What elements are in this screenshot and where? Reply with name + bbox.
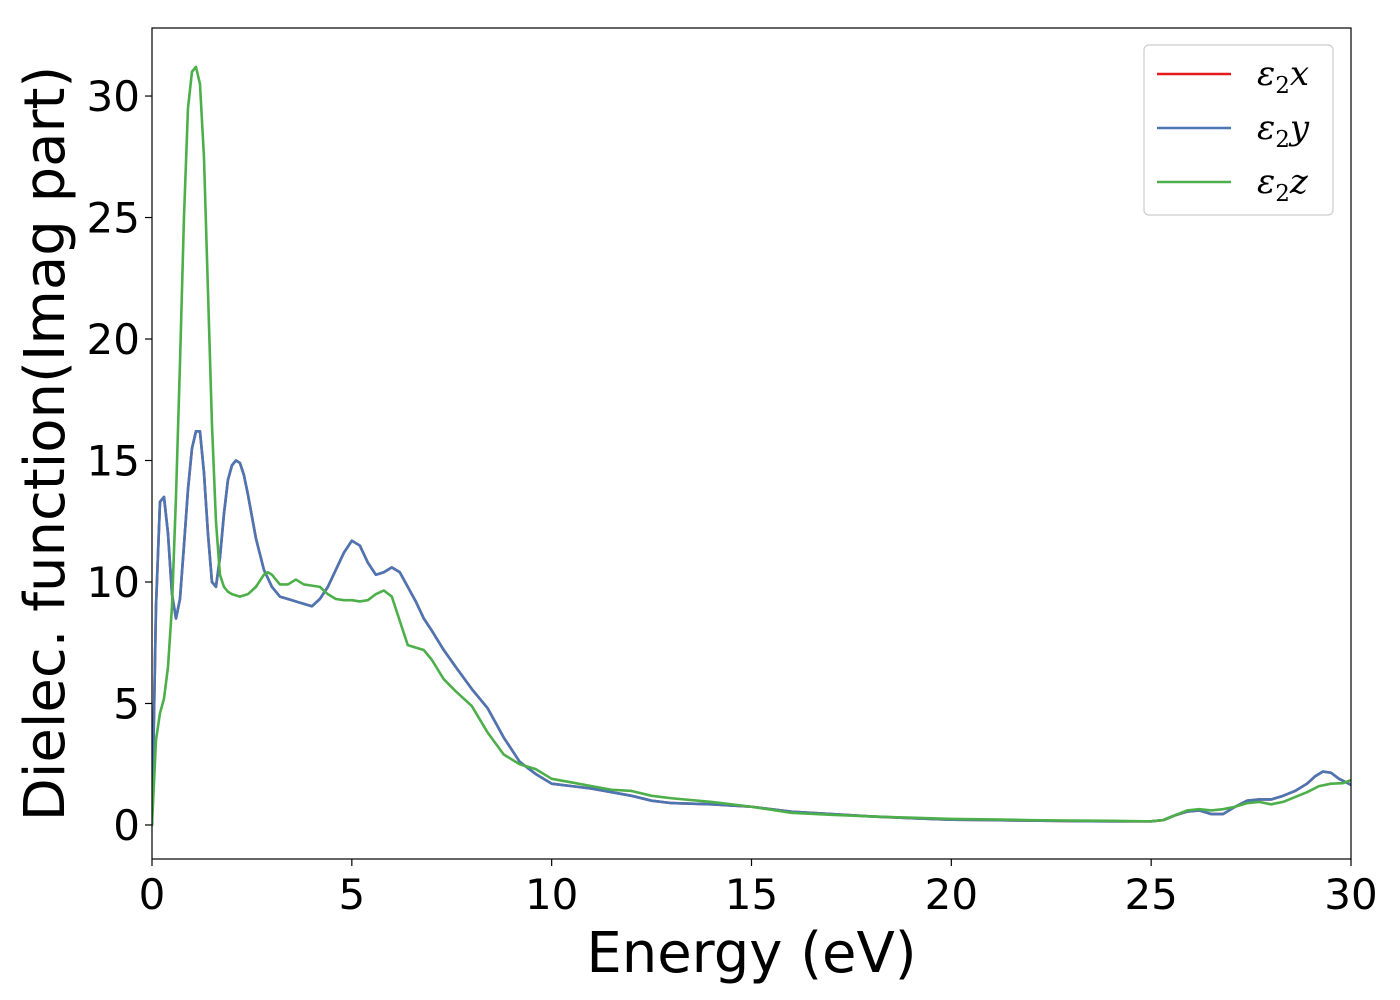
legend-label-x: ε2x bbox=[1257, 54, 1309, 99]
x-tick-label: 0 bbox=[139, 870, 166, 919]
series-line-z bbox=[152, 65, 1351, 827]
legend-box bbox=[1143, 44, 1334, 216]
series-layer bbox=[152, 65, 1351, 827]
x-axis-title: Energy (eV) bbox=[586, 921, 916, 986]
y-tick-label: 0 bbox=[113, 801, 140, 850]
x-tick-label: 25 bbox=[1124, 870, 1177, 919]
legend: ε2x ε2y ε2z bbox=[1143, 44, 1334, 216]
y-tick-label: 10 bbox=[87, 558, 140, 607]
legend-label-y: ε2y bbox=[1257, 108, 1310, 153]
y-tick-label: 30 bbox=[87, 72, 140, 121]
x-tick-label: 30 bbox=[1324, 870, 1377, 919]
x-tick-label: 10 bbox=[525, 870, 578, 919]
legend-label-z: ε2z bbox=[1257, 162, 1309, 207]
x-tick-label: 5 bbox=[338, 870, 365, 919]
tick-layer: 0 5 10 15 20 25 30 0 5 10 15 20 25 30 bbox=[87, 72, 1378, 919]
y-tick-label: 5 bbox=[113, 679, 140, 728]
x-tick-label: 15 bbox=[725, 870, 778, 919]
y-tick-label: 25 bbox=[87, 194, 140, 243]
x-tick-label: 20 bbox=[925, 870, 978, 919]
y-tick-label: 15 bbox=[87, 437, 140, 486]
y-axis-title: Dielec. function(Imag part) bbox=[13, 66, 78, 822]
y-tick-label: 20 bbox=[87, 315, 140, 364]
